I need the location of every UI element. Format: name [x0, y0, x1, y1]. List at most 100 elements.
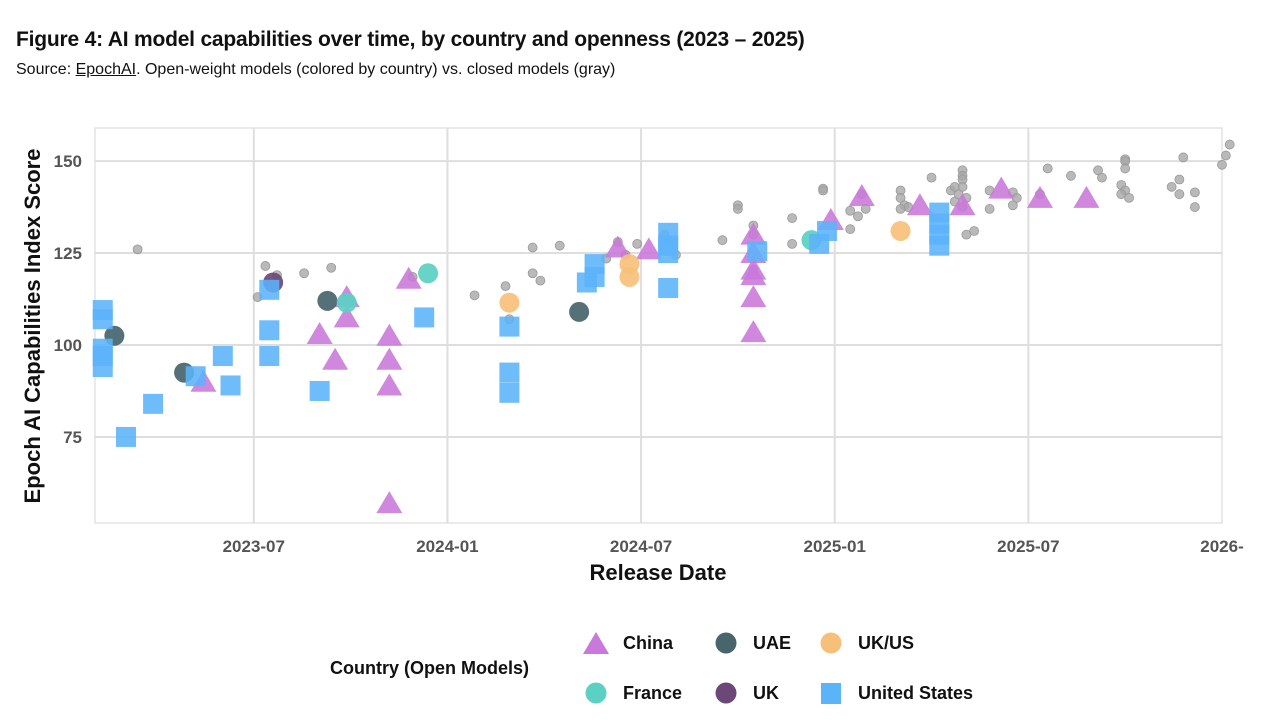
data-point: [92, 357, 113, 378]
data-point: [1120, 163, 1131, 174]
subtitle-suffix: . Open-weight models (colored by country…: [136, 61, 616, 78]
data-point: [554, 240, 565, 251]
x-tick-label: 2026-: [1200, 537, 1243, 556]
data-point: [92, 309, 113, 330]
x-tick-label: 2025-01: [804, 537, 866, 556]
legend-item-united-states: United States: [818, 680, 973, 706]
data-point: [259, 320, 280, 341]
source-link[interactable]: EpochAI: [75, 61, 137, 78]
data-point: [787, 213, 798, 224]
scatter-chart: 75 100 125 150 2023-07 2024-01 2024-07 2025-01…: [20, 127, 1244, 585]
data-point: [658, 277, 679, 298]
data-point: [1042, 163, 1053, 174]
data-point: [584, 266, 605, 287]
data-point: [929, 235, 950, 256]
data-point: [322, 347, 349, 370]
data-point: [1166, 181, 1177, 192]
data-point: [717, 235, 728, 246]
data-point: [988, 176, 1015, 199]
data-point: [569, 301, 590, 322]
data-point: [890, 220, 911, 241]
data-point: [984, 204, 995, 214]
x-tick-label: 2025-07: [997, 537, 1059, 556]
data-point: [499, 362, 520, 383]
y-axis-label: Epoch AI Capabilities Index Score: [20, 149, 45, 504]
data-point: [259, 346, 280, 367]
data-point: [1097, 172, 1107, 183]
data-point: [740, 263, 767, 286]
data-point: [326, 262, 337, 273]
x-tick-label: 2024-07: [610, 537, 672, 556]
data-point: [1026, 185, 1053, 208]
data-point: [1189, 202, 1200, 212]
y-tick-labels: 75 100 125 150: [54, 152, 82, 447]
data-point: [527, 268, 538, 279]
data-point: [499, 316, 520, 337]
data-point: [1224, 139, 1235, 150]
data-point: [632, 238, 643, 249]
data-point: [376, 347, 403, 370]
data-point: [185, 366, 206, 387]
data-point: [1189, 187, 1200, 198]
data-point: [499, 292, 520, 313]
data-point: [469, 290, 480, 301]
y-tick-label: 125: [54, 244, 82, 263]
data-point: [376, 491, 403, 514]
figure-subtitle: Source: EpochAI. Open-weight models (col…: [16, 61, 615, 79]
square-marker-icon: [821, 683, 841, 704]
data-point: [376, 373, 403, 396]
x-tick-labels: 2023-07 2024-01 2024-07 2025-01 2025-07 2026-: [223, 537, 1244, 556]
data-point: [818, 185, 828, 196]
data-point: [1007, 200, 1018, 211]
legend-title: Country (Open Models): [330, 658, 529, 678]
data-point: [535, 275, 546, 286]
data-point: [336, 292, 357, 313]
legend-item-uae: UAE: [713, 630, 791, 656]
legend-label: UAE: [753, 632, 792, 653]
legend-item-uk-us: UK/US: [818, 630, 914, 656]
data-point: [299, 268, 310, 279]
data-point: [949, 181, 960, 192]
data-point: [1073, 185, 1100, 208]
x-axis-label: Release Date: [590, 560, 727, 585]
data-point: [740, 320, 767, 343]
data-point: [740, 222, 767, 245]
data-point: [732, 204, 743, 214]
legend-label: United States: [858, 682, 974, 703]
series-china: [190, 176, 1100, 514]
y-tick-label: 100: [54, 336, 82, 355]
data-point: [848, 184, 875, 207]
data-point: [132, 244, 143, 255]
data-point: [895, 204, 906, 214]
data-point: [845, 224, 856, 235]
data-point: [499, 382, 520, 403]
data-point: [143, 393, 164, 414]
legend-item-china: China: [583, 630, 673, 656]
circle-marker-icon: [715, 682, 737, 704]
data-point: [853, 211, 863, 222]
data-point: [961, 229, 972, 240]
data-point: [309, 380, 330, 401]
circle-marker-icon: [820, 632, 842, 654]
circle-marker-icon: [715, 632, 737, 654]
y-tick-label: 150: [54, 152, 82, 171]
data-point: [926, 172, 937, 183]
data-point: [747, 241, 768, 262]
data-point: [220, 375, 241, 396]
data-points: [92, 139, 1235, 514]
data-point: [1174, 189, 1185, 200]
data-point: [1220, 150, 1231, 161]
data-point: [969, 226, 980, 236]
data-point: [949, 193, 976, 216]
data-point: [260, 261, 271, 271]
data-point: [306, 321, 333, 344]
series-united-states: [92, 202, 950, 447]
data-point: [418, 263, 439, 284]
series-uk-us: [499, 220, 911, 313]
legend-label: France: [623, 682, 683, 703]
data-point: [395, 266, 422, 289]
data-point: [658, 243, 679, 264]
subtitle-prefix: Source:: [16, 61, 76, 78]
data-point: [376, 323, 403, 346]
data-point: [527, 242, 538, 253]
